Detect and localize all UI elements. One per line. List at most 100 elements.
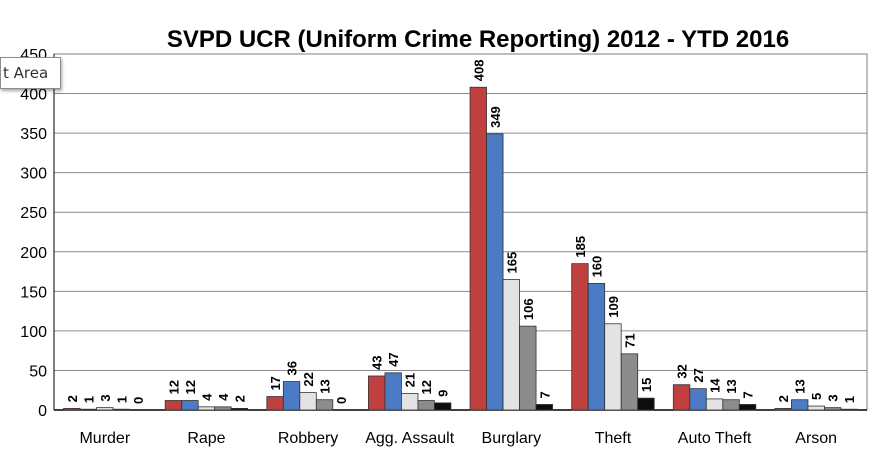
- data-label: 43: [370, 356, 385, 370]
- data-label: 3: [826, 394, 841, 401]
- data-label: 185: [573, 236, 588, 258]
- bar: [637, 397, 655, 411]
- y-tick-label: 250: [20, 205, 47, 222]
- bar: [502, 279, 520, 411]
- bar: [214, 406, 232, 411]
- data-label: 36: [285, 361, 300, 375]
- y-tick-label: 150: [20, 284, 47, 301]
- data-label: 13: [724, 379, 739, 393]
- data-label: 9: [436, 390, 451, 397]
- data-label: 1: [114, 396, 129, 403]
- data-label: 12: [166, 380, 181, 394]
- data-label: 2: [776, 395, 791, 402]
- data-label: 27: [691, 368, 706, 382]
- bar: [722, 399, 740, 411]
- y-tick-label: 200: [20, 245, 47, 262]
- chart-title: SVPD UCR (Uniform Crime Reporting) 2012 …: [167, 26, 789, 53]
- chart-area-tooltip: t Area: [0, 57, 62, 89]
- bar: [571, 263, 589, 411]
- category-label: Agg. Assault: [365, 430, 455, 447]
- bar: [96, 407, 114, 411]
- data-label: 3: [98, 394, 113, 401]
- bar: [315, 399, 334, 411]
- data-label: 22: [301, 372, 316, 386]
- y-tick-label: 100: [20, 324, 47, 341]
- bar: [79, 408, 97, 411]
- data-label: 15: [639, 378, 654, 392]
- bar: [535, 404, 553, 411]
- bar: [401, 392, 419, 411]
- y-tick-label: 50: [29, 363, 47, 380]
- data-label: 165: [504, 252, 519, 274]
- data-label: 7: [537, 391, 552, 398]
- category-label: Theft: [595, 430, 632, 447]
- data-label: 12: [183, 380, 198, 394]
- bar: [774, 408, 792, 411]
- category-label: Robbery: [278, 430, 338, 447]
- bar: [486, 133, 504, 411]
- bar: [672, 384, 691, 411]
- data-label: 1: [81, 396, 96, 403]
- bar: [738, 404, 757, 411]
- bar: [299, 392, 317, 411]
- bar: [840, 408, 858, 411]
- data-label: 14: [708, 378, 723, 393]
- bar: [197, 406, 216, 411]
- data-label: 0: [131, 397, 146, 404]
- data-label: 2: [65, 395, 80, 402]
- data-label: 71: [622, 333, 637, 347]
- bar: [230, 408, 249, 411]
- category-label: Arson: [795, 430, 837, 447]
- bar: [434, 402, 452, 411]
- data-label: 13: [793, 379, 808, 393]
- data-label: 109: [606, 296, 621, 318]
- data-label: 2: [232, 395, 247, 402]
- data-label: 47: [386, 352, 401, 366]
- bar: [164, 400, 183, 411]
- y-tick-label: 350: [20, 126, 47, 143]
- category-label: Murder: [79, 430, 130, 447]
- bar: [266, 396, 284, 411]
- data-label: 4: [216, 393, 231, 401]
- category-label: Rape: [187, 430, 225, 447]
- bar: [384, 372, 402, 411]
- bar: [791, 399, 809, 411]
- bar: [620, 353, 639, 411]
- y-tick-label: 300: [20, 166, 47, 183]
- bar: [689, 388, 707, 411]
- data-label: 7: [741, 391, 756, 398]
- data-label: 106: [521, 298, 536, 320]
- data-label: 349: [488, 106, 503, 128]
- data-label: 1: [842, 396, 857, 403]
- bar: [469, 86, 487, 411]
- bar: [705, 398, 724, 411]
- y-tick-label: 0: [38, 403, 47, 420]
- bar: [282, 381, 301, 411]
- bar: [604, 323, 622, 411]
- data-label: 0: [334, 397, 349, 404]
- category-label: Burglary: [482, 430, 542, 447]
- data-label: 4: [199, 393, 214, 401]
- category-label: Auto Theft: [678, 430, 752, 447]
- bar: [63, 408, 81, 411]
- data-label: 160: [589, 256, 604, 278]
- bar: [587, 283, 606, 411]
- bar: [112, 408, 130, 411]
- bar: [807, 405, 825, 411]
- y-tick-label: 400: [20, 87, 47, 104]
- data-label: 13: [318, 379, 333, 393]
- bars: [63, 86, 858, 411]
- data-label: 17: [268, 376, 283, 390]
- data-label: 12: [419, 380, 434, 394]
- bar: [417, 400, 435, 411]
- data-label: 408: [471, 60, 486, 82]
- bar: [519, 325, 537, 411]
- bar: [824, 407, 842, 411]
- data-label: 21: [403, 373, 418, 387]
- data-label: 32: [675, 364, 690, 378]
- data-label: 5: [809, 393, 824, 400]
